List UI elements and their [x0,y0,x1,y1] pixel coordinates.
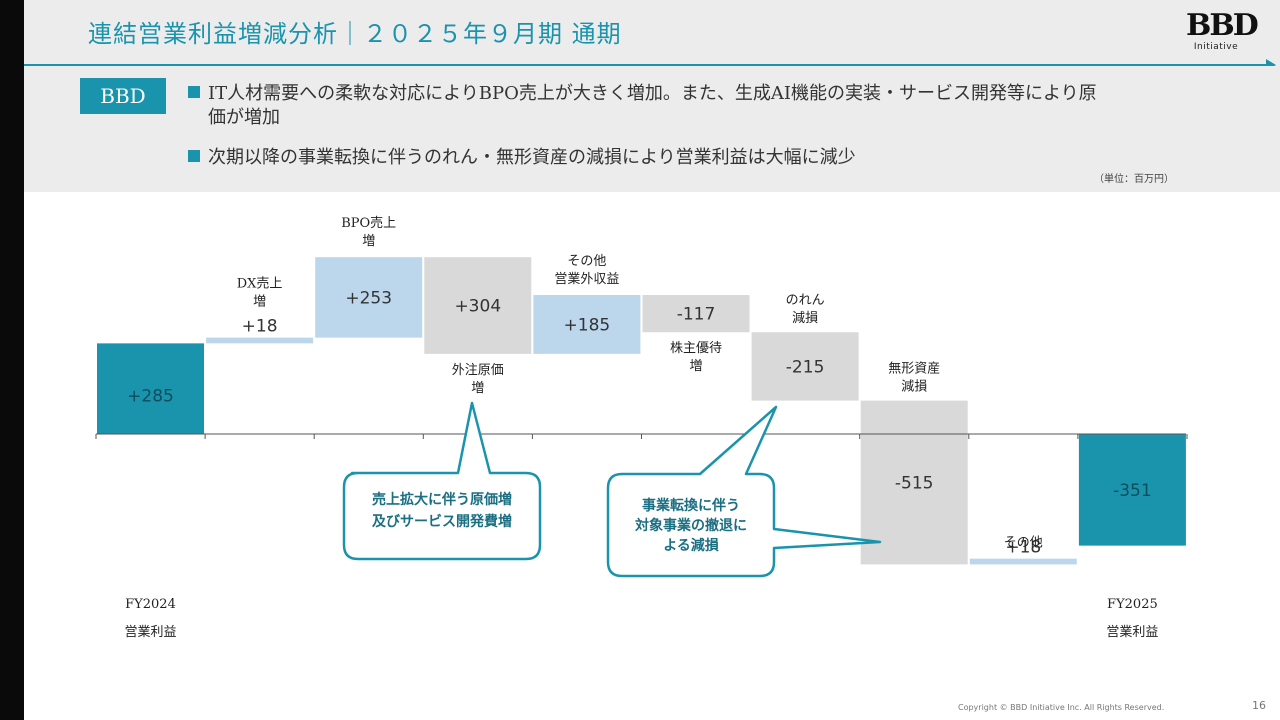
header-band [24,0,1280,66]
bullet-1-line-2: 価が増加 [208,107,280,128]
category-label: 株主優待 [670,341,722,356]
unit-label: （単位：百万円） [1094,174,1174,185]
category-label: DX売上 [237,276,283,292]
data-label: +304 [454,297,501,317]
bar-1 [206,337,314,344]
data-label: +285 [127,387,174,407]
callout-2-text: 事業転換に伴う [642,497,740,514]
square-bullet-icon [188,150,200,162]
category-label: 無形資産 [888,361,940,377]
logo-mark: BBD [1186,10,1259,42]
category-label: 営業利益 [124,624,176,640]
bar-9 [1078,434,1186,546]
category-label: その他 [1004,536,1043,551]
bar-0 [97,343,204,434]
summary-band [24,66,1280,192]
summary-bullet-1: IT人材需要への柔軟な対応によりBPO売上が大きく増加。また、生成AI機能の実装… [188,82,1268,130]
category-label: 増 [362,234,375,249]
category-label: 増 [253,295,266,310]
bullet-1-line-1: IT人材需要への柔軟な対応によりBPO売上が大きく増加。また、生成AI機能の実装… [208,83,1097,104]
page-title: 連結営業利益増減分析｜２０２５年９月期 通期 [88,20,622,48]
square-bullet-icon [188,86,200,98]
category-label: 減損 [901,379,927,395]
waterfall-chart: +285 +18 +253 +304 +185 -117 -215 -515 +18 -351 FY… [95,215,1188,640]
bullet-2-line-1: 次期以降の事業転換に伴うのれん・無形資産の減損により営業利益は大幅に減少 [208,147,856,168]
callout-1-text: 売上拡大に伴う原価増 [372,491,512,508]
bar-8 [969,558,1077,565]
page-number: 16 [1252,699,1266,712]
callout-bubble-2 [606,405,882,578]
callout-1-text: 及びサービス開発費増 [372,513,512,530]
category-label: 営業外収益 [554,271,619,287]
callout-2-text: 対象事業の撤退に [634,517,747,534]
bar-6 [751,332,859,401]
category-label: 減損 [792,310,818,326]
company-logo: BBD Initiative [1186,10,1259,62]
callout-2-text: よる減損 [663,537,720,554]
logo-subtext: Initiative [1193,42,1239,52]
category-label: 増 [689,359,702,374]
data-label: -515 [895,473,934,493]
data-label: -215 [786,357,825,377]
segment-tag: BBD [80,78,166,114]
category-label: BPO売上 [341,215,396,231]
data-label: +185 [564,315,611,335]
data-label: +253 [345,288,392,308]
category-label: FY2024 [125,597,176,612]
copyright-text: Copyright © BBD Initiative Inc. All Righ… [958,703,1165,712]
title-arrow-icon [1266,59,1276,71]
title-underline [24,64,1274,66]
bar-3 [424,257,532,354]
bar-7 [860,400,968,565]
category-label: FY2025 [1107,597,1158,612]
data-label: -351 [1113,481,1152,501]
logo-mark-text: BBD [1186,8,1259,43]
category-label: その他 [567,254,606,269]
data-label: +18 [1005,538,1041,558]
category-label: のれん [786,293,825,308]
summary-bullet-2: 次期以降の事業転換に伴うのれん・無形資産の減損により営業利益は大幅に減少 [188,146,1268,170]
bar-5 [642,295,750,333]
bar-2 [315,257,423,338]
data-label: -117 [677,305,716,325]
bar-4 [533,295,641,354]
left-accent-bar [0,0,24,720]
category-label: 増 [471,381,484,396]
category-label: 外注原価 [452,363,504,378]
category-label: 営業利益 [1106,624,1158,640]
callout-bubble-1 [342,401,542,561]
data-label: +18 [242,317,278,337]
